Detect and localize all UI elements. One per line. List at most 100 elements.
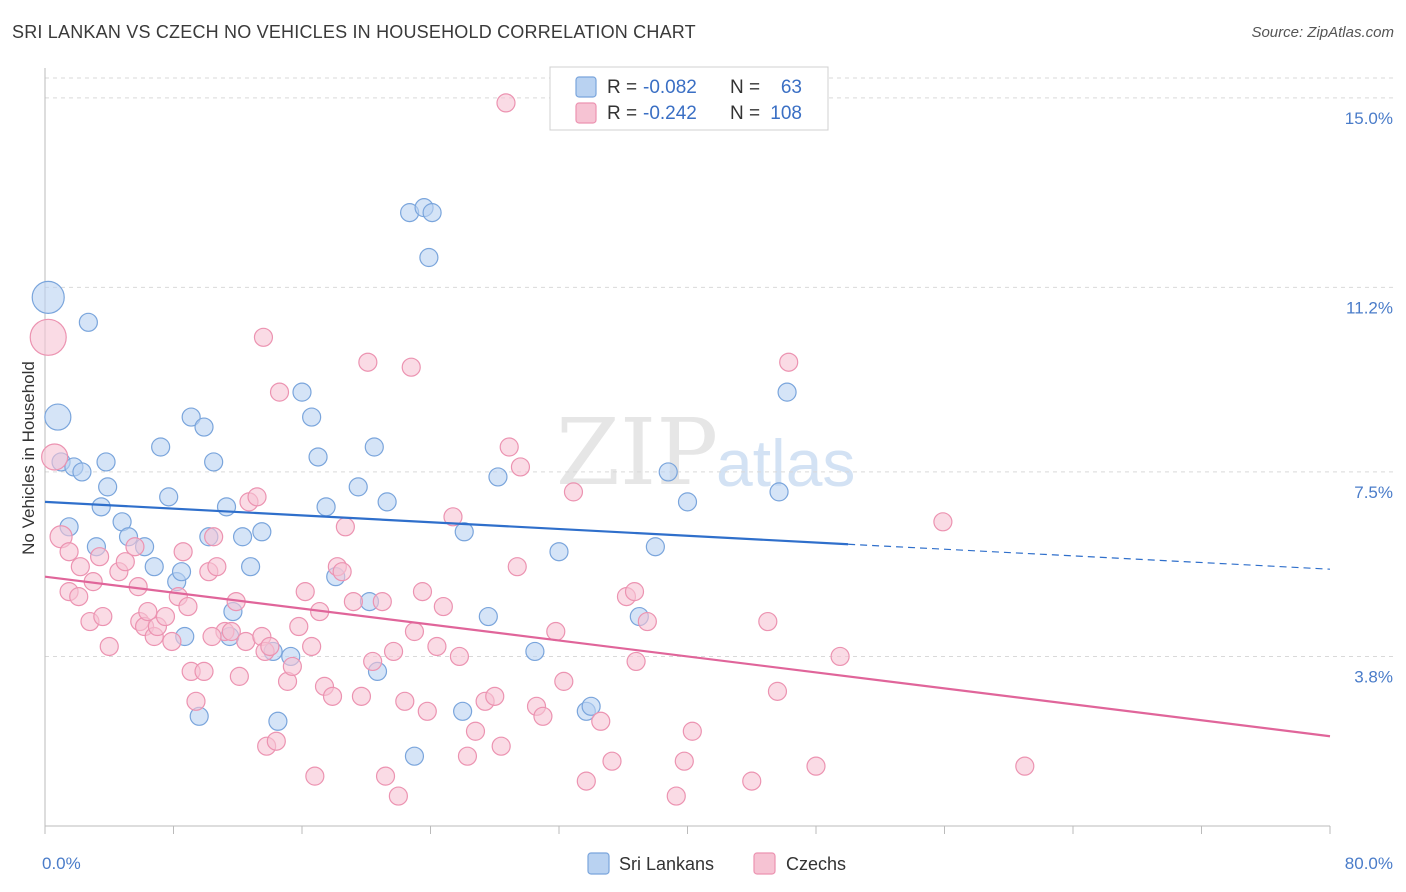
point-czechs bbox=[830, 646, 850, 667]
point-czechs bbox=[591, 711, 611, 731]
point-czechs bbox=[125, 537, 145, 557]
bottom-legend-swatch-czechs bbox=[753, 852, 776, 875]
watermark: ZIP atlas bbox=[556, 399, 855, 506]
series-czechs-points bbox=[29, 93, 1035, 806]
watermark-zip: ZIP bbox=[556, 399, 718, 506]
point-sri-lankans bbox=[31, 280, 65, 314]
point-sri-lankans bbox=[292, 382, 312, 402]
point-czechs bbox=[395, 691, 415, 711]
point-sri-lankans bbox=[404, 746, 425, 766]
legend-n-value-0: 63 bbox=[781, 77, 802, 98]
point-czechs bbox=[533, 706, 553, 726]
point-czechs bbox=[933, 512, 953, 532]
point-czechs bbox=[269, 382, 290, 402]
point-czechs bbox=[247, 487, 267, 507]
x-tick-label-min: 0.0% bbox=[42, 854, 81, 873]
point-czechs bbox=[173, 542, 193, 562]
point-sri-lankans bbox=[581, 696, 601, 716]
y-tick-label: 7.5% bbox=[1354, 483, 1393, 502]
legend: R = -0.082 N = 63 R = -0.242 N = 108 bbox=[549, 66, 829, 131]
point-czechs bbox=[674, 751, 694, 771]
legend-r-value-0: -0.082 bbox=[643, 77, 697, 98]
point-czechs bbox=[372, 591, 392, 612]
point-czechs bbox=[229, 666, 249, 686]
point-sri-lankans bbox=[308, 447, 328, 467]
point-sri-lankans bbox=[96, 452, 116, 472]
point-czechs bbox=[90, 547, 110, 567]
point-sri-lankans bbox=[453, 701, 473, 721]
point-sri-lankans bbox=[677, 492, 698, 512]
point-czechs bbox=[93, 606, 113, 627]
bottom-legend-label-sri-lankans: Sri Lankans bbox=[619, 854, 714, 874]
point-sri-lankans bbox=[78, 312, 98, 332]
legend-swatch-sri-lankans bbox=[575, 76, 597, 98]
point-czechs bbox=[496, 93, 516, 113]
point-czechs bbox=[554, 671, 574, 691]
point-sri-lankans bbox=[419, 247, 439, 268]
point-sri-lankans bbox=[44, 403, 72, 431]
point-sri-lankans bbox=[478, 606, 498, 627]
point-sri-lankans bbox=[151, 437, 171, 457]
point-czechs bbox=[499, 437, 519, 457]
point-sri-lankans bbox=[98, 477, 118, 497]
x-tick-marks bbox=[44, 826, 1331, 834]
point-czechs bbox=[779, 352, 799, 372]
point-czechs bbox=[602, 751, 622, 771]
y-tick-labels: 3.8% 7.5% 11.2% 15.0% bbox=[1345, 109, 1393, 687]
point-czechs bbox=[343, 591, 363, 612]
point-czechs bbox=[29, 318, 67, 356]
point-czechs bbox=[433, 596, 453, 617]
point-czechs bbox=[351, 686, 372, 706]
point-czechs bbox=[266, 731, 286, 751]
point-czechs bbox=[186, 691, 206, 711]
point-czechs bbox=[302, 636, 322, 657]
point-czechs bbox=[375, 766, 396, 786]
point-sri-lankans bbox=[645, 537, 665, 557]
point-czechs bbox=[207, 557, 227, 577]
point-czechs bbox=[383, 641, 404, 662]
point-czechs bbox=[443, 507, 463, 527]
point-czechs bbox=[806, 756, 826, 776]
point-czechs bbox=[59, 542, 79, 562]
point-czechs bbox=[404, 621, 425, 642]
point-sri-lankans bbox=[422, 203, 442, 223]
point-czechs bbox=[332, 562, 352, 582]
point-czechs bbox=[70, 557, 90, 577]
point-czechs bbox=[485, 686, 505, 706]
point-czechs bbox=[282, 656, 302, 677]
point-czechs bbox=[295, 582, 315, 602]
legend-r-label-1: R = bbox=[607, 103, 637, 124]
point-czechs bbox=[465, 721, 486, 741]
point-czechs bbox=[412, 582, 433, 602]
point-sri-lankans bbox=[348, 477, 368, 497]
point-sri-lankans bbox=[171, 562, 192, 582]
point-sri-lankans bbox=[488, 467, 508, 487]
point-sri-lankans bbox=[777, 382, 797, 402]
trend-line-sri-lankans bbox=[44, 500, 849, 546]
point-czechs bbox=[417, 701, 437, 721]
point-czechs bbox=[155, 606, 176, 627]
point-sri-lankans bbox=[454, 522, 474, 542]
point-czechs bbox=[162, 631, 182, 652]
point-czechs bbox=[236, 631, 256, 652]
chart-title: SRI LANKAN VS CZECH NO VEHICLES IN HOUSE… bbox=[12, 22, 696, 42]
point-sri-lankans bbox=[181, 407, 201, 427]
point-czechs bbox=[666, 786, 686, 806]
point-czechs bbox=[363, 651, 383, 672]
point-czechs bbox=[507, 557, 527, 577]
point-czechs bbox=[624, 582, 645, 602]
point-czechs bbox=[204, 527, 224, 547]
trend-lines bbox=[44, 500, 1331, 738]
y-tick-label: 15.0% bbox=[1345, 109, 1393, 128]
point-sri-lankans bbox=[194, 417, 214, 437]
point-czechs bbox=[99, 636, 119, 657]
point-czechs bbox=[178, 596, 198, 617]
legend-r-label-0: R = bbox=[607, 77, 637, 98]
point-sri-lankans bbox=[525, 641, 545, 662]
point-sri-lankans bbox=[377, 492, 397, 512]
point-czechs bbox=[322, 686, 343, 706]
point-czechs bbox=[221, 621, 241, 642]
legend-n-value-1: 108 bbox=[770, 103, 802, 124]
point-sri-lankans bbox=[241, 557, 261, 577]
